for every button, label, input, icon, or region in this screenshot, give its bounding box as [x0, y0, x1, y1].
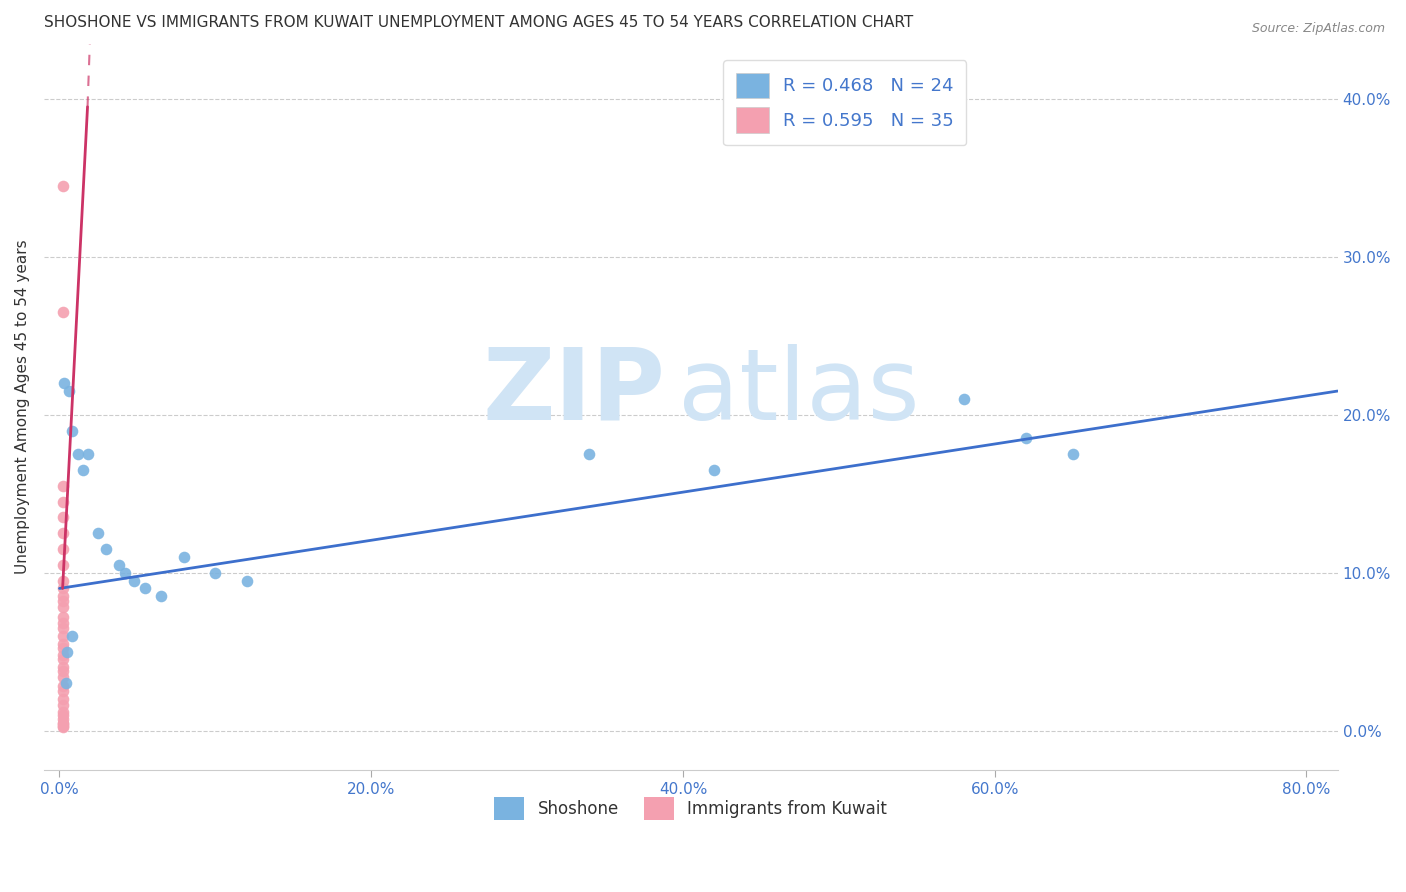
Point: [578, 447, 600, 461]
Point: [55, 676, 77, 690]
Point: [76, 447, 98, 461]
Point: [72, 463, 94, 477]
Point: [52, 494, 75, 508]
Point: [52, 616, 75, 631]
Point: [52, 590, 75, 604]
Point: [52, 652, 75, 666]
Point: [52, 679, 75, 693]
Point: [52, 664, 75, 678]
Point: [52, 715, 75, 730]
Point: [52, 684, 75, 698]
Point: [235, 574, 257, 588]
Point: [52, 713, 75, 727]
Point: [52, 707, 75, 722]
Point: [52, 582, 75, 596]
Point: [173, 549, 195, 564]
Point: [52, 692, 75, 706]
Point: [56, 644, 79, 658]
Point: [1015, 431, 1038, 445]
Point: [67, 447, 90, 461]
Legend: Shoshone, Immigrants from Kuwait: Shoshone, Immigrants from Kuwait: [488, 790, 894, 827]
Point: [52, 526, 75, 541]
Point: [134, 582, 156, 596]
Point: [952, 392, 974, 406]
Point: [114, 566, 136, 580]
Point: [52, 648, 75, 662]
Point: [52, 720, 75, 734]
Point: [52, 541, 75, 556]
Point: [52, 705, 75, 719]
Point: [52, 610, 75, 624]
Point: [58, 384, 80, 398]
Point: [60, 424, 83, 438]
Point: [149, 590, 172, 604]
Point: [703, 463, 725, 477]
Point: [52, 641, 75, 656]
Point: [52, 510, 75, 524]
Point: [52, 637, 75, 651]
Point: [60, 629, 83, 643]
Point: [52, 670, 75, 684]
Point: [52, 719, 75, 733]
Point: [124, 574, 146, 588]
Point: [204, 566, 226, 580]
Text: SHOSHONE VS IMMIGRANTS FROM KUWAIT UNEMPLOYMENT AMONG AGES 45 TO 54 YEARS CORREL: SHOSHONE VS IMMIGRANTS FROM KUWAIT UNEMP…: [44, 15, 912, 30]
Point: [52, 305, 75, 319]
Point: [52, 629, 75, 643]
Text: Source: ZipAtlas.com: Source: ZipAtlas.com: [1251, 22, 1385, 36]
Y-axis label: Unemployment Among Ages 45 to 54 years: Unemployment Among Ages 45 to 54 years: [15, 240, 30, 574]
Point: [52, 600, 75, 615]
Text: atlas: atlas: [678, 343, 920, 441]
Point: [52, 479, 75, 493]
Point: [53, 376, 76, 391]
Point: [1062, 447, 1084, 461]
Point: [52, 660, 75, 674]
Point: [107, 558, 129, 572]
Point: [52, 717, 75, 731]
Text: ZIP: ZIP: [482, 343, 665, 441]
Point: [87, 526, 110, 541]
Point: [52, 574, 75, 588]
Point: [52, 621, 75, 635]
Point: [52, 558, 75, 572]
Point: [96, 541, 118, 556]
Point: [52, 594, 75, 608]
Point: [52, 698, 75, 713]
Point: [52, 178, 75, 193]
